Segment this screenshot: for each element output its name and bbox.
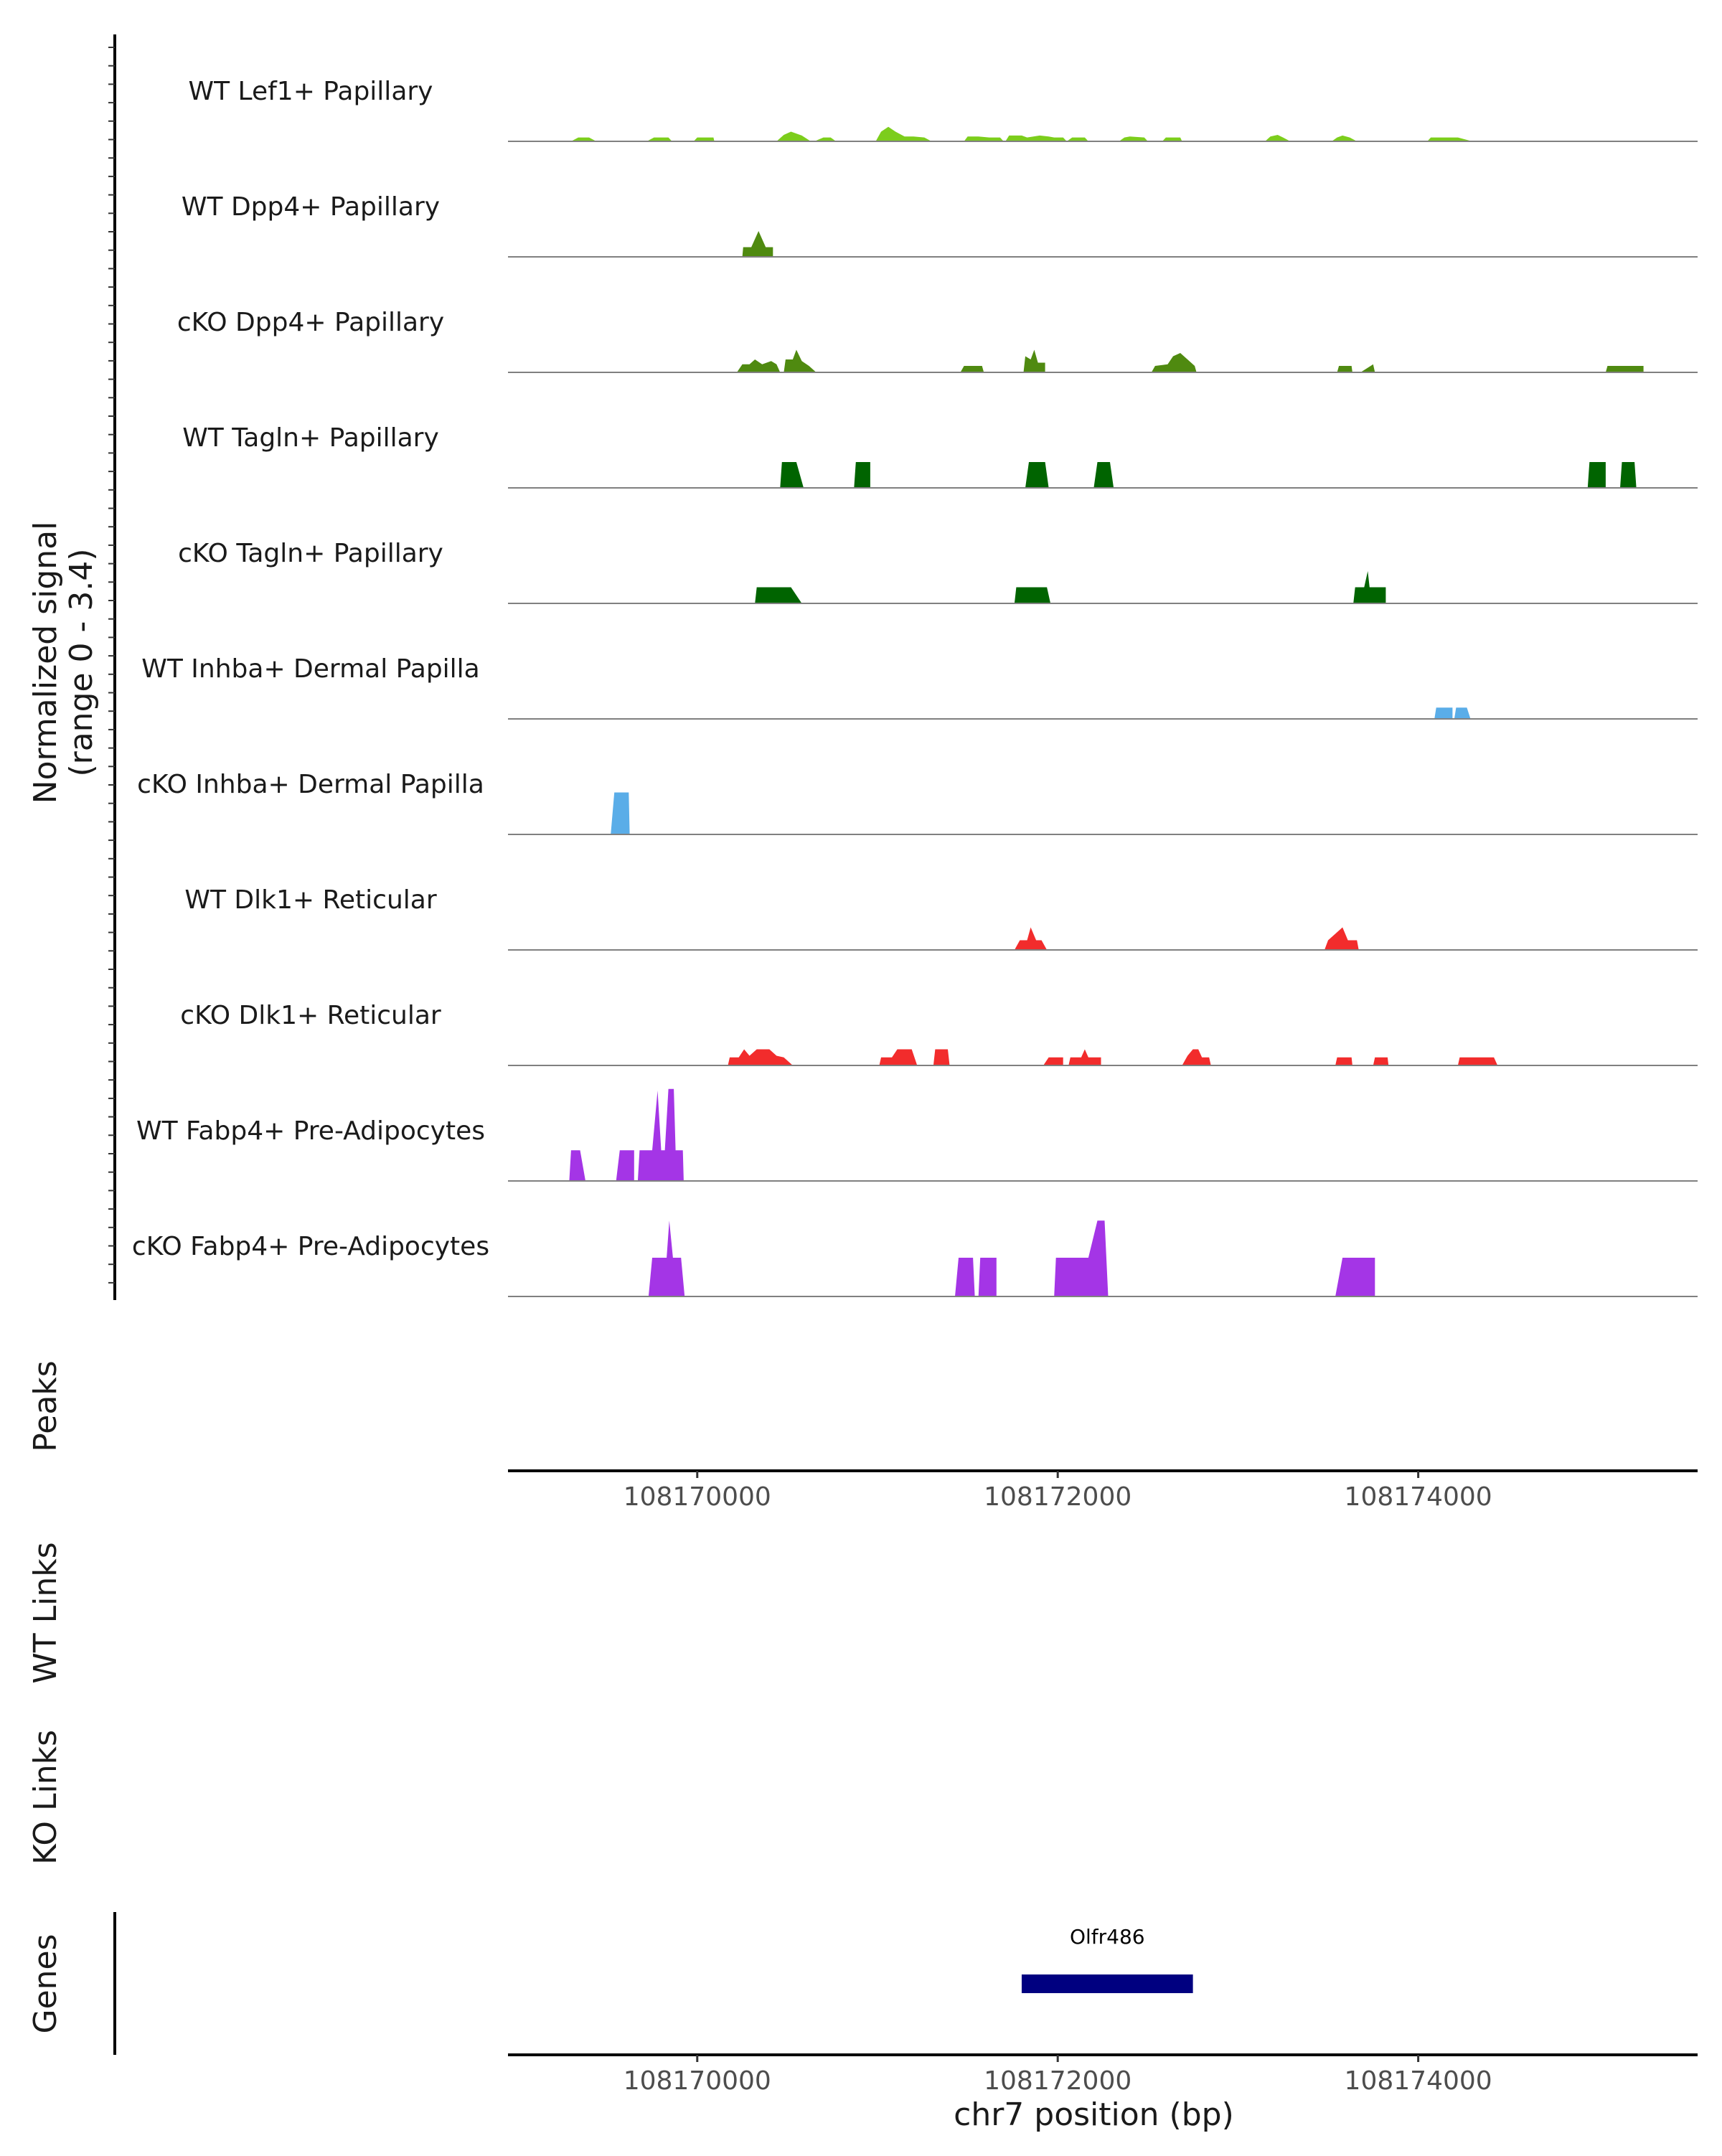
track-label: WT Inhba+ Dermal Papilla: [141, 654, 479, 684]
y-axis-title: Normalized signal: [27, 522, 64, 804]
track-label: WT Dlk1+ Reticular: [184, 885, 436, 915]
gene-label: Olfr486: [1070, 1925, 1145, 1949]
track-label: cKO Fabp4+ Pre-Adipocytes: [132, 1232, 489, 1261]
x-tick-label: 108174000: [1345, 1482, 1492, 1512]
coverage-area: [1014, 927, 1359, 950]
track-label: cKO Inhba+ Dermal Papilla: [137, 770, 484, 799]
track-label: cKO Dpp4+ Papillary: [177, 308, 444, 337]
coverage-area: [1434, 707, 1471, 719]
track-label: cKO Tagln+ Papillary: [178, 539, 443, 568]
track-label: WT Tagln+ Papillary: [182, 423, 439, 453]
wt-links-track-label: WT Links: [27, 1542, 64, 1683]
x-tick-label: 108170000: [624, 1482, 771, 1512]
peaks-track-label: Peaks: [27, 1360, 64, 1451]
coverage-area: [737, 349, 1644, 372]
x-axis-title: chr7 position (bp): [954, 2096, 1234, 2133]
x-tick-label-genes: 108172000: [984, 2066, 1131, 2096]
x-tick-label: 108172000: [984, 1482, 1131, 1512]
coverage-area: [742, 231, 773, 257]
track-label: WT Dpp4+ Papillary: [182, 192, 440, 222]
coverage-area: [648, 1220, 1375, 1296]
coverage-area: [611, 792, 630, 834]
coverage-area: [728, 1049, 1498, 1065]
y-axis-subtitle: (range 0 - 3.4): [63, 548, 100, 776]
gene-body: [1021, 1974, 1193, 1993]
track-label: cKO Dlk1+ Reticular: [180, 1001, 441, 1030]
coverage-area: [780, 462, 1637, 488]
track-label: WT Lef1+ Papillary: [189, 77, 433, 106]
track-label: WT Fabp4+ Pre-Adipocytes: [136, 1116, 485, 1146]
ko-links-track-label: KO Links: [27, 1730, 64, 1865]
genes-track-label: Genes: [27, 1934, 64, 2033]
coverage-area: [569, 1088, 684, 1181]
x-tick-label-genes: 108174000: [1345, 2066, 1492, 2096]
x-tick-label-genes: 108170000: [624, 2066, 771, 2096]
coverage-area: [755, 571, 1386, 603]
coverage-area: [570, 126, 1472, 141]
